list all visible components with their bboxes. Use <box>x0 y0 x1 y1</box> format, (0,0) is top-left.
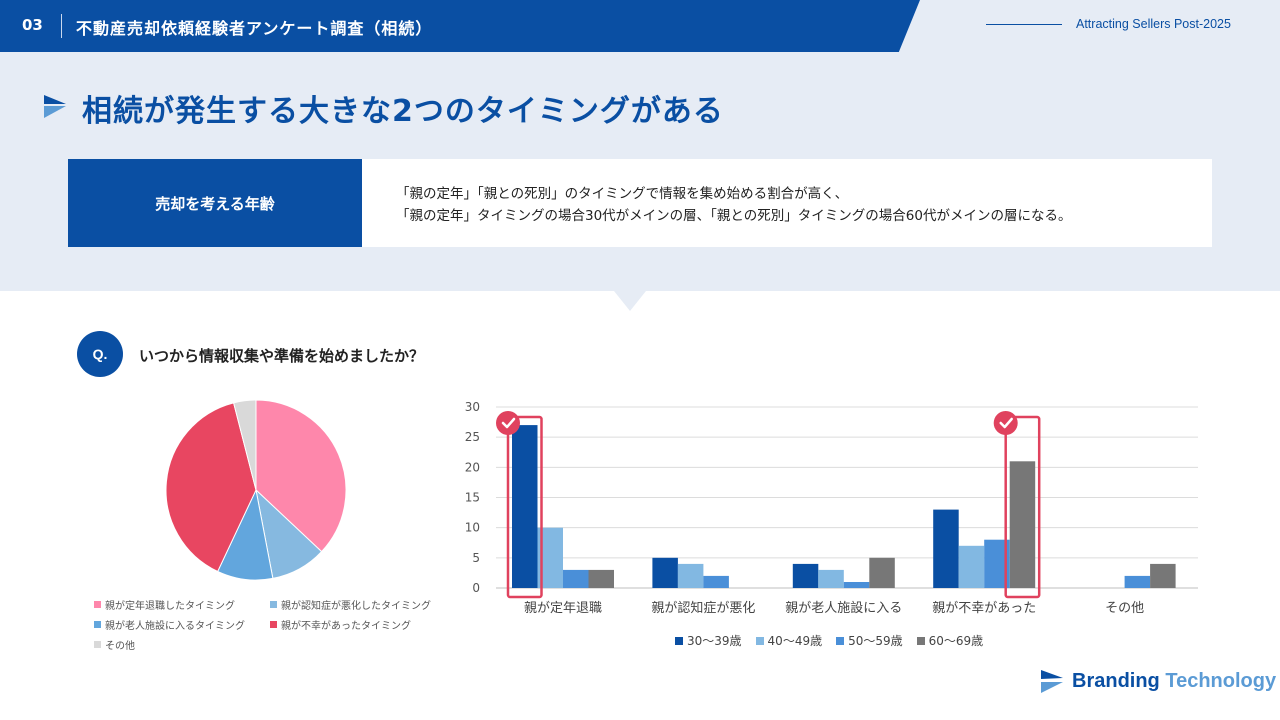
header-title: 不動産売却依頼経験者アンケート調査（相続） <box>76 19 433 38</box>
legend-label: 親が定年退職したタイミング <box>105 601 235 612</box>
legend-label: 親が認知症が悪化したタイミング <box>281 601 431 612</box>
legend-swatch <box>270 621 277 628</box>
bar <box>563 569 589 588</box>
legend-swatch <box>836 636 845 645</box>
bar-legend: 30〜39歳 40〜49歳 50〜59歳 60〜69歳 <box>675 632 983 649</box>
x-tick-label: 親が不幸があった <box>932 601 1036 616</box>
brand-word-1: Branding <box>1072 669 1160 692</box>
legend-label: 親が老人施設に入るタイミング <box>105 621 245 632</box>
summary-line-1: 「親の定年」「親との死別」のタイミングで情報を集め始める割合が高く、 <box>396 186 849 202</box>
check-icon <box>496 411 520 435</box>
brand-name: Branding Technology <box>1072 670 1276 693</box>
legend-swatch <box>94 621 101 628</box>
pie-legend-item: 親が定年退職したタイミング <box>94 597 270 612</box>
legend-label: 40〜49歳 <box>767 634 823 648</box>
pie-slice <box>255 399 347 553</box>
header-divider <box>61 14 62 38</box>
bar <box>512 425 538 588</box>
bar <box>792 563 819 588</box>
tagline: Attracting Sellers Post-2025 <box>1076 17 1231 31</box>
bar <box>818 569 844 588</box>
bar <box>958 545 985 588</box>
legend-label: 親が不幸があったタイミング <box>281 621 411 632</box>
pie-legend-item: 親が老人施設に入るタイミング <box>94 617 270 632</box>
legend-label: その他 <box>105 641 135 652</box>
x-tick-label: その他 <box>1105 601 1144 616</box>
y-tick-label: 5 <box>472 551 480 565</box>
bar-legend-item: 40〜49歳 <box>755 632 823 649</box>
bar-chart: 0 5 10 15 20 25 30 親が定年退職 親が認知症が悪化 親が老人施設に入る 親が不幸が… <box>465 400 1198 616</box>
highlight-frame <box>506 415 543 599</box>
bar <box>588 569 614 588</box>
x-tick-label: 親が認知症が悪化 <box>651 600 755 616</box>
legend-swatch <box>916 636 925 645</box>
question-text: いつから情報収集や準備を始めましたか？ <box>139 347 425 365</box>
bar <box>1124 575 1151 588</box>
summary-text: 「親の定年」「親との死別」のタイミングで情報を集め始める割合が高く、 「親の定年… <box>362 159 1212 247</box>
summary-label: 売却を考える年齢 <box>68 159 362 247</box>
check-icon <box>993 411 1018 435</box>
y-tick-label: 30 <box>465 400 480 414</box>
legend-swatch <box>755 636 764 645</box>
pie-legend-item: 親が認知症が悪化したタイミング <box>270 597 450 612</box>
x-tick-label: 親が定年退職 <box>524 601 602 616</box>
section-number: 03 <box>22 16 43 34</box>
bar <box>652 557 678 588</box>
bar-legend-item: 50〜59歳 <box>836 632 903 649</box>
brand-logo: Branding Technology <box>1040 668 1276 694</box>
bar <box>703 575 729 588</box>
legend-label: 60〜69歳 <box>928 634 984 648</box>
question-badge: Q. <box>77 331 123 377</box>
header-bar: 03 不動産売却依頼経験者アンケート調査（相続） <box>0 0 920 52</box>
bar <box>677 563 704 588</box>
bar <box>1009 461 1036 588</box>
bar <box>1150 563 1176 588</box>
pie-legend: 親が定年退職したタイミング 親が認知症が悪化したタイミング親が老人施設に入るタイミ… <box>94 597 454 652</box>
y-tick-label: 15 <box>465 491 480 505</box>
y-tick-label: 10 <box>465 521 480 535</box>
bar <box>933 509 959 588</box>
bar <box>843 582 870 588</box>
pie-legend-item: 親が不幸があったタイミング <box>270 617 450 632</box>
tagline-rule <box>986 24 1062 25</box>
brand-flag-icon <box>1041 670 1063 693</box>
section-pointer <box>614 291 646 311</box>
highlight-frame <box>1004 415 1041 599</box>
legend-swatch <box>94 601 101 608</box>
pie-chart <box>165 399 347 581</box>
pie-slice <box>233 399 257 491</box>
pie-legend-item: その他 <box>94 637 270 652</box>
brand-word-2: Technology <box>1165 669 1277 692</box>
y-tick-label: 20 <box>465 460 480 474</box>
x-tick-label: 親が老人施設に入る <box>785 600 902 616</box>
y-tick-label: 25 <box>465 430 480 444</box>
legend-swatch <box>675 636 683 645</box>
flag-icon <box>44 95 66 118</box>
bar-legend-item: 60〜69歳 <box>916 632 984 649</box>
legend-swatch <box>94 641 101 648</box>
bar-legend-item: 30〜39歳 <box>675 632 742 649</box>
legend-swatch <box>270 601 277 608</box>
summary-line-2: 「親の定年」タイミングの場合30代がメインの層、「親との死別」タイミングの場合6… <box>396 208 1072 224</box>
page-title: 相続が発生する大きな2つのタイミングがある <box>82 94 724 129</box>
legend-label: 30〜39歳 <box>687 634 742 648</box>
bar <box>869 557 895 588</box>
legend-label: 50〜59歳 <box>848 634 903 648</box>
y-tick-label: 0 <box>472 581 480 595</box>
pie-slice <box>165 402 257 573</box>
